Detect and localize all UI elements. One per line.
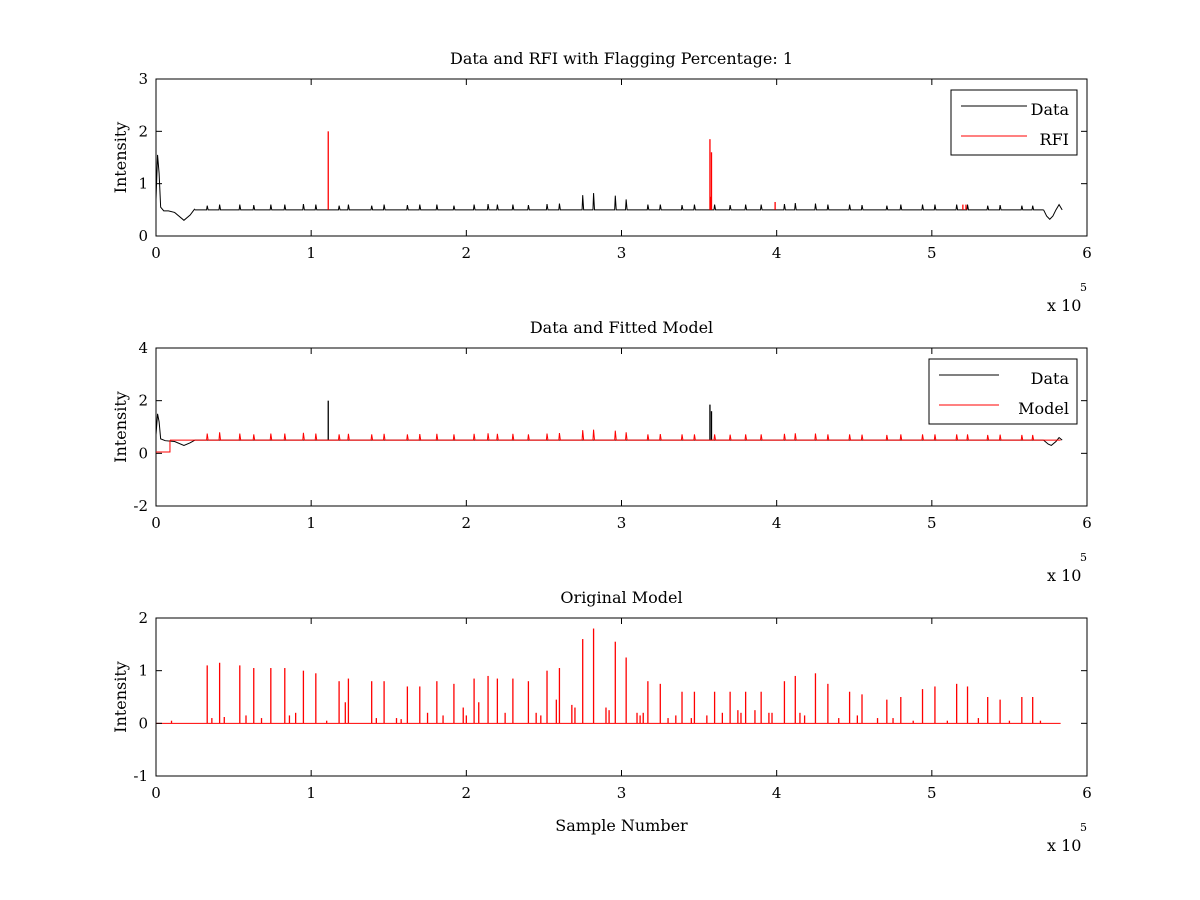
x-tick-label: 4 xyxy=(772,514,782,532)
y-tick-label: 1 xyxy=(138,662,148,680)
x-tick-label: 2 xyxy=(462,514,472,532)
model-step xyxy=(156,440,171,453)
x-tick-label: 0 xyxy=(151,784,161,802)
x-exponent-label: x 10 xyxy=(1047,566,1081,585)
data-end-curve xyxy=(1043,203,1063,220)
plot-area xyxy=(156,400,1063,453)
y-tick-label: -2 xyxy=(133,497,148,515)
x-tick-label: 5 xyxy=(927,514,937,532)
y-tick-label: 0 xyxy=(138,714,148,732)
x-tick-label: 5 xyxy=(927,784,937,802)
y-tick-label: 0 xyxy=(138,444,148,462)
y-tick-label: 1 xyxy=(138,175,148,193)
x-tick-label: 4 xyxy=(772,244,782,262)
x-tick-label: 0 xyxy=(151,514,161,532)
chart-title: Data and Fitted Model xyxy=(530,318,713,337)
data-start-curve xyxy=(156,413,196,446)
y-axis-label: Intensity xyxy=(111,391,130,463)
x-tick-label: 3 xyxy=(617,784,627,802)
x-exponent-power: 5 xyxy=(1080,551,1087,564)
x-exponent-label: x 10 xyxy=(1047,296,1081,315)
legend-label-model: Model xyxy=(1018,399,1069,418)
axes-frame xyxy=(155,617,1088,777)
y-tick-label: 0 xyxy=(138,227,148,245)
legend-label-data: Data xyxy=(1031,100,1070,119)
x-tick-label: 0 xyxy=(151,244,161,262)
x-tick-label: 1 xyxy=(306,514,316,532)
data-end-curve xyxy=(1043,436,1063,447)
legend-label-data: Data xyxy=(1031,369,1070,388)
legend-box xyxy=(928,358,1078,425)
x-exponent-label: x 10 xyxy=(1047,836,1081,855)
plot-area xyxy=(156,131,1063,221)
x-exponent-power: 5 xyxy=(1080,821,1087,834)
x-tick-label: 1 xyxy=(306,784,316,802)
x-tick-label: 4 xyxy=(772,784,782,802)
y-tick-label: 2 xyxy=(138,609,148,627)
x-tick-label: 3 xyxy=(617,244,627,262)
x-tick-label: 2 xyxy=(462,244,472,262)
axes-frame xyxy=(155,78,1088,237)
chart-title: Original Model xyxy=(560,588,682,607)
y-tick-label: -1 xyxy=(133,767,148,785)
chart-panel-1: 0 1 2 3 4 5 6 0 1 2 3 Data and RFI with Flagging Pe… xyxy=(111,49,1092,315)
y-tick-label: 3 xyxy=(138,70,148,88)
y-axis-label: Intensity xyxy=(111,661,130,733)
data-start-curve xyxy=(156,154,196,221)
x-tick-label: 6 xyxy=(1082,514,1092,532)
x-tick-label: 1 xyxy=(306,244,316,262)
x-tick-label: 6 xyxy=(1082,244,1092,262)
legend-box xyxy=(950,89,1078,156)
plot-area xyxy=(156,628,1061,724)
data-line xyxy=(194,193,1044,211)
y-tick-label: 2 xyxy=(138,392,148,410)
chart-title: Data and RFI with Flagging Percentage: 1 xyxy=(450,49,793,68)
y-tick-label: 2 xyxy=(138,122,148,140)
x-tick-label: 2 xyxy=(462,784,472,802)
x-axis-label: Sample Number xyxy=(555,816,688,835)
x-tick-label: 6 xyxy=(1082,784,1092,802)
legend-label-rfi: RFI xyxy=(1040,130,1069,149)
y-tick-label: 4 xyxy=(138,339,148,357)
model-line xyxy=(169,429,1061,441)
x-exponent-power: 5 xyxy=(1080,281,1087,294)
y-axis-label: Intensity xyxy=(111,122,130,194)
x-tick-label: 3 xyxy=(617,514,627,532)
x-tick-label: 5 xyxy=(927,244,937,262)
